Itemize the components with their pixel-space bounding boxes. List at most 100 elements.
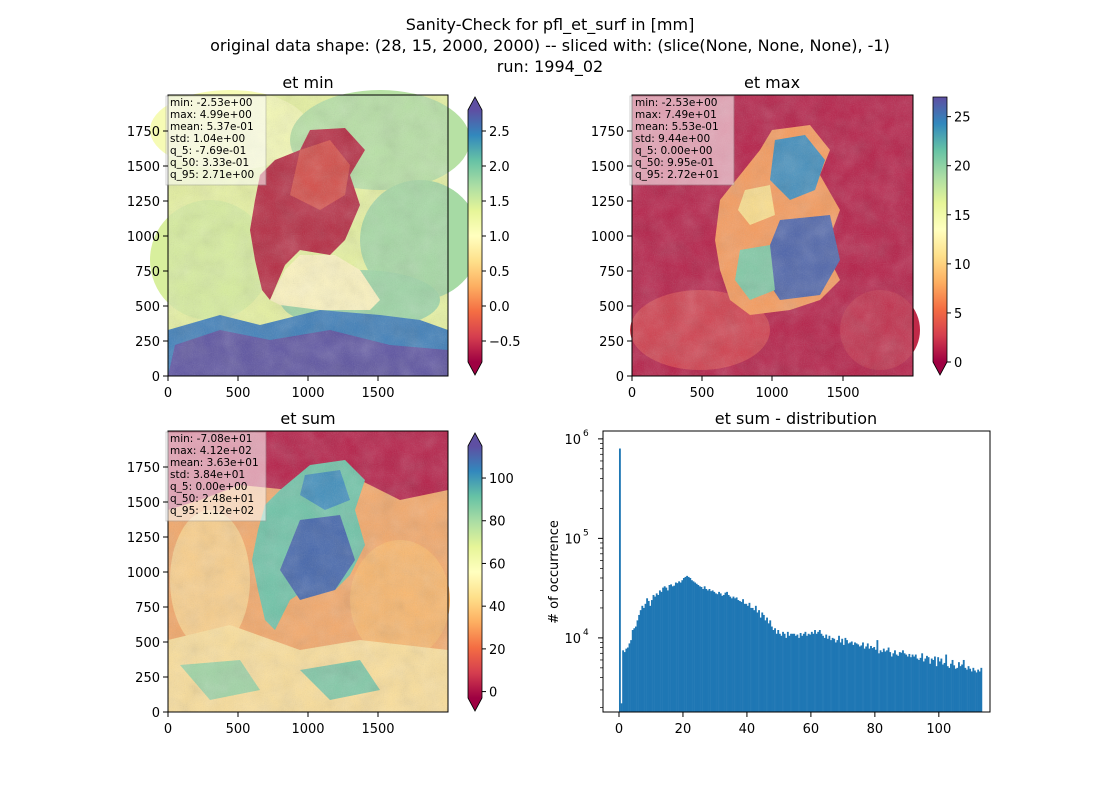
histogram-bar (727, 594, 730, 712)
stats-box-et-max: min: -2.53e+00 max: 7.49e+01 mean: 5.53e… (629, 95, 735, 186)
y-tick-label: 750 (135, 265, 160, 280)
histogram-bar (671, 586, 674, 712)
y-tick-label: 10 (564, 632, 581, 647)
histogram-bar (762, 614, 765, 712)
histogram-bar (921, 653, 924, 712)
panel-et-sum-distribution: et sum - distribution 0 20 40 60 80 100 10 410… (547, 409, 991, 737)
histogram-bar (780, 635, 783, 712)
stats-box-et-sum: min: -7.08e+01 max: 4.12e+02 mean: 3.63e… (165, 431, 267, 522)
histogram-bar (860, 645, 863, 712)
histogram-bar (886, 650, 888, 712)
panel-title-distribution: et sum - distribution (715, 409, 877, 428)
colorbar-tick-label: 0 (489, 686, 497, 701)
histogram-bar (759, 617, 762, 712)
colorbar-et-max: 0 5 10 15 20 25 (932, 96, 971, 376)
colorbar-tick-label: 100 (489, 472, 514, 487)
histogram-bar (862, 642, 864, 712)
histogram-bar (686, 575, 689, 712)
y-axis-et-min: 0 250 500 750 1000 1250 1500 1750 (127, 125, 168, 385)
histogram-bar (639, 610, 642, 712)
suptitle-line-1: Sanity-Check for pfl_et_surf in [mm] (406, 15, 695, 35)
y-tick-label: 250 (135, 671, 160, 686)
histogram-bar (914, 654, 917, 712)
histogram-bar (844, 637, 847, 712)
histogram-bar (719, 593, 722, 712)
y-tick-label: 500 (135, 636, 160, 651)
histogram-bar (962, 659, 965, 712)
colorbar-tick-label: −0.5 (489, 335, 521, 350)
histogram-bar (754, 605, 757, 712)
y-tick-label: 1750 (591, 125, 624, 140)
histogram-bar (743, 603, 746, 712)
stat-line: std: 9.44e+00 (635, 133, 710, 145)
stat-line: mean: 3.63e+01 (170, 457, 259, 469)
histogram-bar (766, 617, 768, 712)
histogram-bar (849, 642, 852, 712)
histogram-bar (842, 644, 845, 712)
colorbar-tick-label: 80 (489, 515, 506, 530)
panel-et-sum: et sum min: -7.08e+01 max: 4.12e+02 mean… (127, 409, 514, 737)
histogram-bar (937, 657, 940, 712)
histogram-bar (798, 637, 800, 712)
x-axis-distribution: 0 20 40 60 80 100 (615, 712, 951, 737)
y-tick-exponent: 4 (583, 628, 589, 638)
histogram-bar (740, 601, 743, 712)
colorbar-et-min: −0.5 0.0 0.5 1.0 1.5 2.0 2.5 (467, 96, 521, 376)
colorbar-tick-label: 2.5 (489, 125, 510, 140)
histogram-bar (934, 656, 936, 712)
panel-title-et-sum: et sum (280, 409, 335, 428)
stat-line: min: -2.53e+00 (635, 97, 717, 109)
histogram-bar (959, 666, 962, 712)
histogram-bar (857, 644, 860, 712)
histogram-bar (660, 591, 663, 712)
histogram-bar (866, 643, 869, 712)
histogram-bar (694, 582, 697, 712)
histogram-bar (905, 654, 908, 712)
y-tick-label: 500 (135, 300, 160, 315)
histogram-bar (919, 657, 922, 712)
histogram-bar (642, 607, 645, 712)
histogram-bar (879, 650, 882, 712)
histogram-bar (804, 631, 807, 712)
histogram-bar (922, 661, 925, 712)
histogram-bar (847, 643, 850, 712)
histogram-bar (969, 668, 972, 712)
y-tick-label: 1500 (591, 160, 624, 175)
colorbar-tick-label: 0 (954, 356, 962, 371)
stat-line: q_50: 9.95e-01 (635, 157, 714, 169)
histogram-bar (839, 642, 842, 712)
histogram-bar (833, 638, 836, 712)
histogram-bar (657, 594, 660, 712)
histogram-bar (697, 585, 700, 712)
histogram-bar (809, 634, 812, 712)
histogram-bar (706, 590, 709, 712)
histogram-bar (834, 642, 837, 712)
histogram-bar (961, 664, 964, 712)
histogram-bar (788, 635, 791, 712)
colorbar-tick-label: 5 (954, 307, 962, 322)
x-tick-label: 1000 (755, 386, 788, 401)
histogram-bar (673, 585, 676, 712)
stat-line: max: 4.12e+02 (170, 445, 252, 457)
x-tick-label: 1000 (291, 722, 324, 737)
histogram-bar (902, 650, 904, 712)
histogram-bar (807, 633, 810, 712)
histogram-bar (654, 596, 657, 712)
histogram-bar (895, 654, 898, 712)
colorbar-tick-label: 0.0 (489, 300, 510, 315)
stat-line: min: -7.08e+01 (170, 433, 252, 445)
histogram-bar (876, 640, 879, 712)
histogram-bar (751, 607, 754, 712)
stat-line: q_95: 2.71e+00 (170, 169, 254, 181)
histogram-bar (894, 650, 896, 712)
heatmap-et-min (150, 90, 480, 376)
x-tick-label: 80 (867, 722, 884, 737)
histogram-bar (815, 633, 818, 712)
histogram-bar (940, 658, 943, 712)
x-axis-et-max: 0 500 1000 1500 (628, 376, 860, 401)
panel-title-et-max: et max (744, 73, 800, 92)
histogram-bar (871, 648, 874, 712)
histogram-bar (978, 671, 981, 712)
